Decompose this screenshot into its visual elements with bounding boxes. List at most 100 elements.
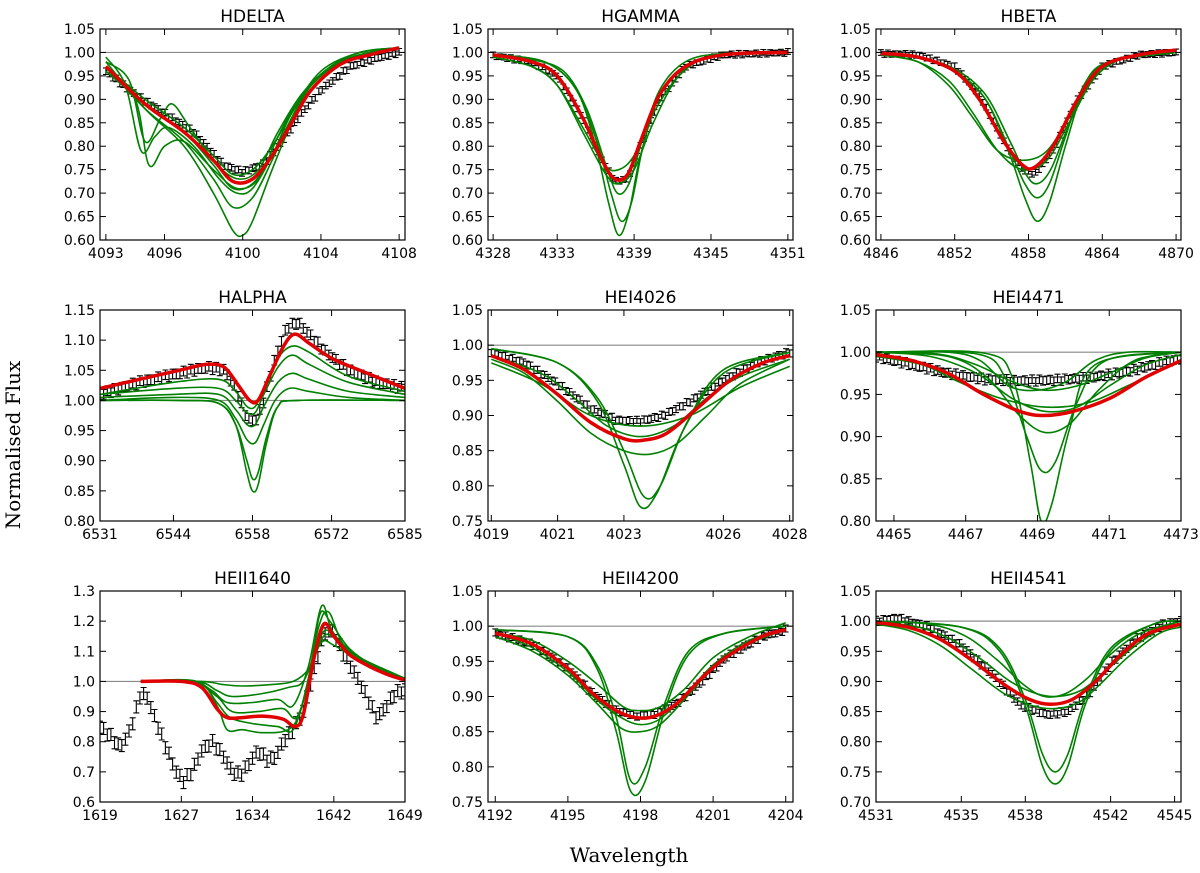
data-point xyxy=(205,739,212,753)
y-tick-label: 0.90 xyxy=(64,92,95,108)
panel-halpha: HALPHA 0.80 0.85 0.90 0.95 1.00 1.05 1.10 1.15 65… xyxy=(64,288,423,543)
x-tick-label: 4028 xyxy=(772,527,808,543)
data-point xyxy=(1101,371,1108,382)
x-tick-label: 1627 xyxy=(164,808,200,824)
x-tick-label: 4846 xyxy=(863,246,899,262)
data-point xyxy=(974,374,981,385)
panel-title: HEII4541 xyxy=(990,569,1067,589)
y-tick-label: 0.75 xyxy=(64,163,95,179)
x-tick-label: 4019 xyxy=(473,527,509,543)
data-point xyxy=(680,402,687,411)
data-point xyxy=(336,72,343,80)
model-line xyxy=(876,350,1181,474)
y-tick-label: 1.1 xyxy=(73,644,95,660)
model-line xyxy=(100,372,405,428)
data-point xyxy=(289,317,296,329)
model-line xyxy=(880,51,1177,171)
y-tick-label: 0.85 xyxy=(64,484,95,500)
data-point xyxy=(228,163,235,172)
x-tick-label: 4473 xyxy=(1163,527,1199,543)
data-point xyxy=(1054,710,1061,719)
x-tick-label: 4535 xyxy=(943,808,979,824)
model-line xyxy=(100,387,405,445)
data-point xyxy=(136,691,143,705)
y-tick-label: 0.95 xyxy=(64,424,95,440)
data-point xyxy=(1061,708,1068,718)
best-fit-line xyxy=(494,628,787,720)
data-point xyxy=(118,739,125,753)
data-point xyxy=(956,639,963,648)
panel-title: HEII4200 xyxy=(602,569,679,589)
data-point xyxy=(278,737,285,751)
data-point xyxy=(169,757,176,771)
y-tick-label: 1.00 xyxy=(452,619,483,635)
plot-area xyxy=(876,613,1181,785)
y-tick-label: 0.80 xyxy=(452,479,483,495)
data-point xyxy=(307,329,314,341)
best-fit-line xyxy=(492,50,788,182)
best-fit-line xyxy=(876,620,1181,707)
y-tick-label: 1.05 xyxy=(452,303,483,319)
data-point xyxy=(516,356,523,365)
data-point xyxy=(264,754,270,768)
data-point xyxy=(354,671,361,685)
data-point xyxy=(1040,376,1046,386)
data-point xyxy=(104,728,111,742)
y-tick-label: 0.70 xyxy=(840,795,871,811)
y-tick-label: 1.00 xyxy=(452,338,483,354)
axes-frame xyxy=(875,309,1182,522)
data-point xyxy=(1025,377,1032,387)
panel-hbeta: HBETA 0.60 0.65 0.70 0.75 0.80 0.85 0.90 0.95 1.0… xyxy=(840,7,1194,262)
y-tick-label: 0.95 xyxy=(64,69,95,85)
observed-data xyxy=(877,48,1180,178)
y-tick-label: 0.95 xyxy=(452,654,483,670)
model-line xyxy=(876,620,1181,785)
data-point xyxy=(326,79,333,88)
data-point xyxy=(232,166,238,174)
model-line xyxy=(105,47,400,238)
data-point xyxy=(949,634,956,644)
data-point xyxy=(1156,357,1163,367)
data-point xyxy=(115,737,122,751)
y-tick-label: 1.05 xyxy=(64,363,95,379)
data-point xyxy=(1040,708,1046,718)
x-tick-label: 1634 xyxy=(235,808,271,824)
data-point xyxy=(308,96,315,104)
y-tick-label: 0.80 xyxy=(452,139,483,155)
y-tick-label: 0.65 xyxy=(840,210,871,226)
y-tick-label: 0.95 xyxy=(840,69,871,85)
data-point xyxy=(362,685,369,699)
data-point xyxy=(665,407,672,416)
data-point xyxy=(253,745,260,759)
y-tick-label: 0.95 xyxy=(840,387,871,403)
data-point xyxy=(626,415,633,425)
x-tick-label: 4023 xyxy=(606,527,642,543)
y-tick-label: 1.00 xyxy=(64,393,95,409)
model-line xyxy=(105,47,400,177)
x-tick-label: 4328 xyxy=(475,246,511,262)
y-tick-label: 0.90 xyxy=(840,674,871,690)
x-tick-label: 4198 xyxy=(623,808,659,824)
x-tick-label: 4852 xyxy=(937,246,973,262)
data-point xyxy=(1094,371,1101,382)
best-fit-line xyxy=(100,332,405,405)
y-tick-label: 1.0 xyxy=(73,674,95,690)
y-tick-label: 0.85 xyxy=(452,444,483,460)
y-tick-label: 0.80 xyxy=(840,735,871,751)
data-point xyxy=(662,411,669,420)
data-point xyxy=(1112,367,1119,378)
data-point xyxy=(365,696,372,710)
y-tick-label: 1.00 xyxy=(840,45,871,61)
y-tick-label: 0.6 xyxy=(73,795,95,811)
data-point xyxy=(231,767,238,781)
data-point xyxy=(648,414,655,423)
x-tick-label: 4858 xyxy=(1011,246,1047,262)
y-tick-label: 0.95 xyxy=(452,69,483,85)
y-tick-label: 0.85 xyxy=(840,116,871,132)
panel-heii4541: HEII4541 0.70 0.75 0.80 0.85 0.90 0.95 1.00 1.05… xyxy=(840,569,1193,824)
x-tick-label: 6544 xyxy=(156,527,192,543)
model-line xyxy=(100,399,405,481)
panel-title: HDELTA xyxy=(220,7,285,27)
data-point xyxy=(383,699,390,714)
data-point xyxy=(198,744,205,758)
